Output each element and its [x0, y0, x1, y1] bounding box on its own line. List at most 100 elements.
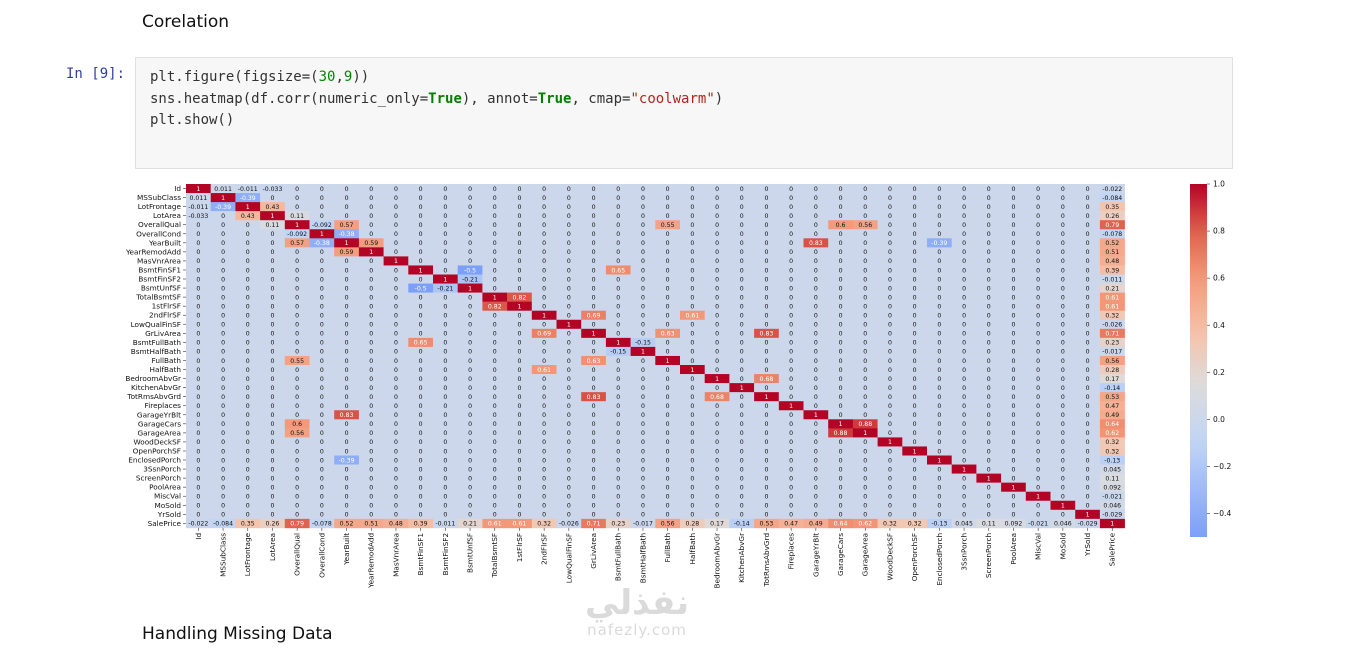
heatmap-annotation: 0 — [740, 258, 744, 265]
heatmap-annotation: 0.83 — [809, 240, 823, 247]
heatmap-annotation: 0 — [1061, 494, 1065, 501]
heatmap-annotation: 0 — [1036, 322, 1040, 329]
heatmap-annotation: 0 — [542, 322, 546, 329]
heatmap-cell — [186, 491, 211, 502]
heatmap-annotation: 0 — [295, 503, 299, 510]
heatmap-annotation: 0 — [419, 231, 423, 238]
heatmap-cell — [383, 482, 409, 492]
heatmap-annotation: 0 — [839, 276, 843, 283]
heatmap-cell — [729, 365, 755, 375]
heatmap-cell — [358, 401, 384, 411]
x-tick-label: ScreenPorch — [984, 533, 993, 578]
heatmap-cell — [680, 410, 705, 420]
heatmap-annotation: 0 — [740, 186, 744, 193]
heatmap-cell — [556, 455, 582, 465]
heatmap-cell — [581, 446, 607, 456]
heatmap-annotation: 0 — [542, 276, 546, 283]
heatmap-cell — [1099, 365, 1125, 375]
heatmap-annotation: 0 — [345, 322, 349, 329]
heatmap-cell — [581, 337, 607, 348]
heatmap-cell — [680, 229, 705, 239]
heatmap-cell — [605, 428, 631, 438]
heatmap-annotation: 0 — [913, 303, 917, 310]
heatmap-annotation: 0.39 — [414, 521, 428, 528]
heatmap-cell — [680, 193, 705, 203]
heatmap-annotation: 0 — [1061, 258, 1065, 265]
heatmap-cell — [383, 211, 409, 221]
heatmap-annotation: 0 — [814, 276, 818, 283]
heatmap-annotation: 0 — [789, 231, 793, 238]
heatmap-annotation: 0 — [690, 349, 694, 356]
heatmap-annotation: 0 — [1061, 512, 1065, 519]
heatmap-annotation: 0.56 — [858, 222, 872, 229]
heatmap-cell — [704, 319, 730, 330]
heatmap-cell — [309, 500, 335, 511]
code-token: plt.figure(figsize=( — [150, 69, 319, 85]
heatmap-cell — [482, 256, 508, 266]
heatmap-annotation: 0 — [937, 195, 941, 202]
heatmap-cell — [828, 247, 854, 257]
heatmap-cell — [680, 446, 705, 456]
heatmap-annotation: 0 — [1061, 475, 1065, 482]
heatmap-cell — [383, 374, 409, 384]
heatmap-annotation: 0 — [1036, 394, 1040, 401]
heatmap-cell — [902, 473, 928, 483]
heatmap-annotation: 0 — [196, 231, 200, 238]
heatmap-annotation: -0.021 — [1028, 521, 1048, 528]
heatmap-cell — [951, 283, 977, 293]
heatmap-annotation: 0 — [394, 403, 398, 410]
heatmap-cell — [358, 509, 384, 520]
heatmap-cell — [655, 328, 681, 339]
heatmap-annotation: 0 — [468, 494, 472, 501]
heatmap-annotation: 0 — [690, 222, 694, 229]
heatmap-cell — [260, 274, 286, 284]
heatmap-annotation: 0 — [345, 349, 349, 356]
heatmap-cell — [1025, 319, 1051, 330]
heatmap-cell — [902, 500, 928, 511]
heatmap-annotation: 0 — [419, 484, 423, 491]
heatmap-cell — [976, 193, 1002, 203]
heatmap-annotation: 0 — [1086, 457, 1090, 464]
heatmap-annotation: 0 — [987, 448, 991, 455]
heatmap-annotation: 0 — [1036, 285, 1040, 292]
heatmap-annotation: 0 — [567, 403, 571, 410]
heatmap-annotation: 1 — [246, 204, 250, 211]
heatmap-annotation: 0 — [690, 403, 694, 410]
heatmap-annotation: 0 — [221, 439, 225, 446]
heatmap-cell — [260, 482, 286, 492]
heatmap-annotation: 0 — [1086, 385, 1090, 392]
heatmap-cell — [902, 401, 928, 411]
heatmap-cell — [1001, 518, 1027, 529]
x-tick-label: SalePrice — [1108, 532, 1117, 566]
heatmap-cell — [507, 518, 533, 529]
heatmap-cell — [457, 464, 483, 474]
code-cell-input[interactable]: plt.figure(figsize=(30,9)) sns.heatmap(df… — [135, 57, 1233, 169]
heatmap-cell — [507, 401, 533, 411]
heatmap-annotation: 0.11 — [982, 521, 996, 528]
heatmap-annotation: 0 — [888, 213, 892, 220]
heatmap-cell — [186, 509, 211, 520]
heatmap-cell — [1075, 355, 1101, 366]
heatmap-annotation: 0 — [369, 503, 373, 510]
heatmap-cell — [235, 455, 261, 465]
heatmap-annotation: 0 — [1036, 439, 1040, 446]
heatmap-annotation: 0 — [196, 430, 200, 437]
heatmap-cell — [630, 446, 656, 456]
heatmap-annotation: 0 — [542, 195, 546, 202]
heatmap-annotation: -0.011 — [1102, 276, 1122, 283]
heatmap-annotation: 0 — [196, 349, 200, 356]
heatmap-cell — [507, 319, 533, 330]
heatmap-cell — [309, 355, 335, 366]
heatmap-annotation: 0 — [863, 313, 867, 320]
heatmap-cell — [284, 211, 310, 221]
heatmap-annotation: 0 — [295, 403, 299, 410]
heatmap-annotation: 0 — [839, 303, 843, 310]
heatmap-cell — [951, 455, 977, 465]
heatmap-cell — [210, 374, 236, 384]
heatmap-cell — [210, 310, 236, 321]
code-editor[interactable]: plt.figure(figsize=(30,9)) sns.heatmap(df… — [150, 67, 723, 132]
heatmap-annotation: 0 — [295, 340, 299, 347]
heatmap-cell — [408, 365, 434, 375]
x-tick-label: OverallQual — [293, 533, 302, 576]
heatmap-annotation: 0 — [740, 231, 744, 238]
